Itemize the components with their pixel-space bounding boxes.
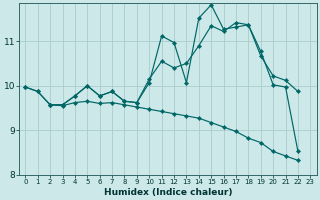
X-axis label: Humidex (Indice chaleur): Humidex (Indice chaleur) — [104, 188, 232, 197]
